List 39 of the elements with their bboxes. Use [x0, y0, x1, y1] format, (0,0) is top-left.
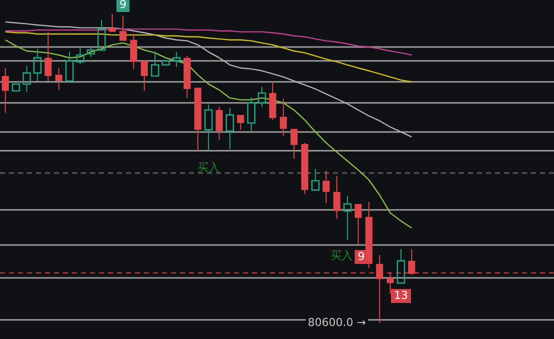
- text: 9: [119, 0, 126, 11]
- candlestick: [172, 51, 181, 68]
- annotation: 买入: [198, 160, 220, 174]
- annotation: 80600.0 →: [308, 316, 366, 329]
- candlestick: [396, 248, 406, 284]
- annotation: 买入: [330, 248, 352, 262]
- candlestick: [354, 204, 362, 244]
- candlestick: [44, 31, 52, 82]
- candlestick: [140, 60, 148, 92]
- candlestick: [55, 67, 62, 90]
- candlestick: [301, 142, 308, 195]
- candlestick: [290, 128, 298, 160]
- candlestick: [280, 98, 287, 136]
- candlestick: [184, 55, 191, 98]
- candlestick: [322, 170, 330, 204]
- candlestick: [22, 65, 31, 92]
- candlestick: [204, 104, 213, 152]
- candlestick: [33, 48, 42, 82]
- candlestick: [376, 254, 384, 324]
- annotation: 9: [358, 250, 365, 263]
- candlestick: [269, 81, 276, 120]
- candlestick: [311, 168, 320, 191]
- candlestick: [247, 96, 256, 132]
- candlestick: [76, 46, 84, 64]
- candlestick: [333, 175, 340, 220]
- candlestick: [108, 13, 116, 32]
- candlestick: [97, 19, 106, 52]
- candlestick: [226, 107, 234, 150]
- candlestick: [237, 114, 244, 130]
- candlestick: [216, 106, 223, 140]
- candlestick: [119, 15, 126, 41]
- candlestick: [2, 67, 9, 114]
- candlestick: [258, 86, 266, 108]
- candlestick: [150, 51, 160, 77]
- candlestick: [194, 88, 202, 152]
- candlestick: [130, 33, 138, 70]
- annotation: 13: [394, 288, 408, 302]
- candlestick: [408, 248, 416, 276]
- candlestick: [343, 195, 352, 240]
